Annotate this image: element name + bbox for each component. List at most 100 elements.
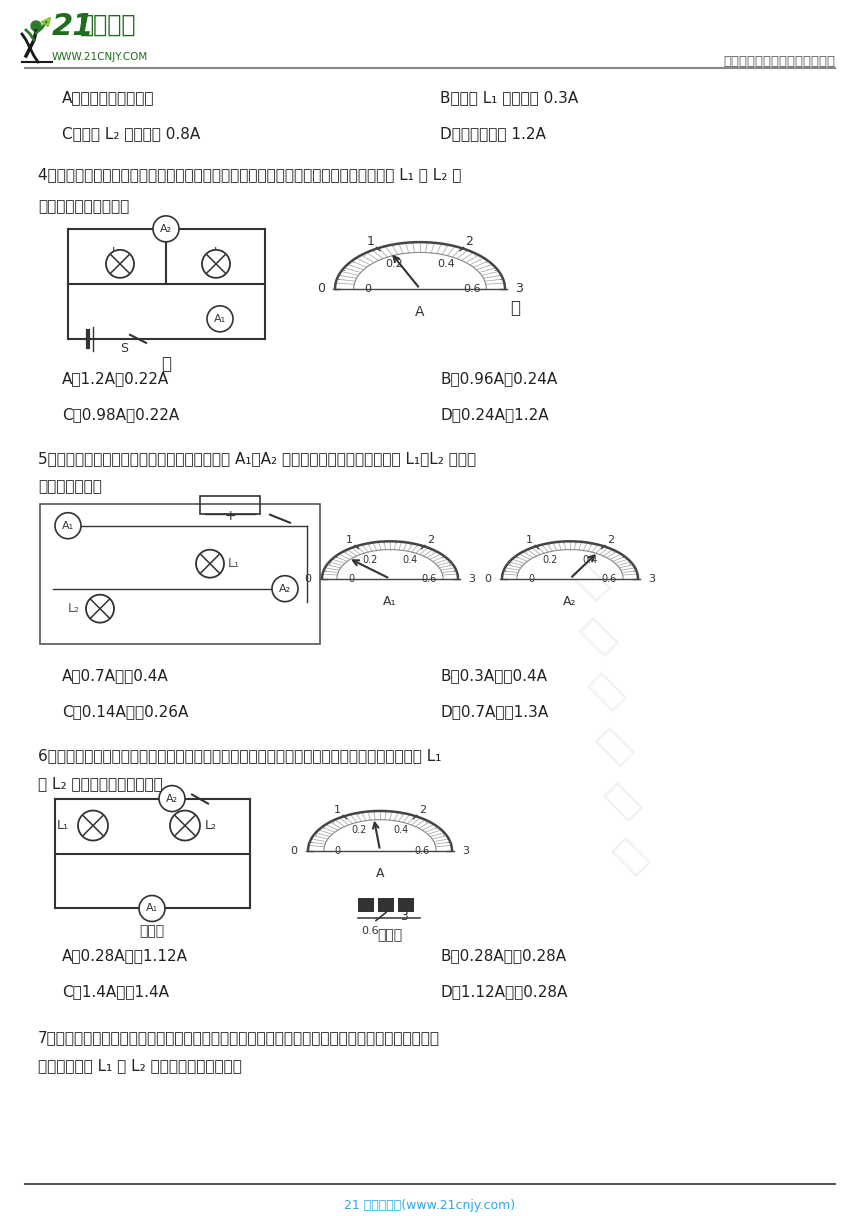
Text: 3: 3: [515, 282, 523, 295]
Text: 3: 3: [648, 574, 655, 584]
Text: 请: 请: [567, 556, 614, 603]
Text: +: +: [224, 508, 236, 523]
Text: A．0.28A　　1.12A: A．0.28A 1.12A: [62, 948, 188, 963]
Circle shape: [202, 249, 230, 277]
Text: 勿: 勿: [574, 610, 622, 658]
Text: 0: 0: [348, 574, 354, 584]
Circle shape: [78, 811, 108, 840]
Text: 21: 21: [52, 12, 95, 41]
Text: 教: 教: [582, 666, 630, 714]
Circle shape: [86, 595, 114, 623]
Bar: [358, 899, 374, 912]
Text: A．0.7A　　0.4A: A．0.7A 0.4A: [62, 669, 169, 683]
Text: 世纪教育: 世纪教育: [80, 13, 137, 36]
Text: 0: 0: [335, 845, 341, 856]
Circle shape: [196, 550, 224, 578]
Text: L₁: L₁: [57, 820, 69, 832]
Text: A₂: A₂: [166, 794, 178, 804]
Text: B．流过 L₁ 的电流是 0.3A: B．流过 L₁ 的电流是 0.3A: [440, 90, 578, 105]
Text: L₂: L₂: [213, 247, 224, 257]
Text: 0.6: 0.6: [601, 574, 617, 584]
Text: 0.4: 0.4: [402, 554, 417, 565]
Text: 1: 1: [525, 535, 532, 545]
Text: C．1.4A　　1.4A: C．1.4A 1.4A: [62, 985, 169, 1000]
Text: 7．如图甲所示的电路中，闭合开关，两灯泡均发光，且两个完全相同的电流表指针偏转均如图乙所: 7．如图甲所示的电路中，闭合开关，两灯泡均发光，且两个完全相同的电流表指针偏转均…: [38, 1030, 440, 1046]
Text: L₂: L₂: [205, 820, 217, 832]
Text: 2: 2: [465, 235, 474, 248]
Text: C．0.14A　　0.26A: C．0.14A 0.26A: [62, 704, 188, 720]
Text: S: S: [120, 342, 128, 355]
Bar: [40, 503, 320, 643]
Text: 资: 资: [599, 776, 646, 823]
Text: B．0.3A　　0.4A: B．0.3A 0.4A: [440, 669, 547, 683]
Text: （甲）: （甲）: [139, 924, 164, 939]
Text: 0: 0: [484, 574, 492, 584]
Text: 0: 0: [304, 574, 311, 584]
Text: B．0.96A，0.24A: B．0.96A，0.24A: [440, 371, 557, 385]
Text: C．流过 L₂ 的电流是 0.8A: C．流过 L₂ 的电流是 0.8A: [62, 126, 200, 141]
Text: 4．在如图甲所示的电路中，当闭合开关后，两个电流表指针偏转均如图乙所示，则电灯 L₁ 和 L₂ 中: 4．在如图甲所示的电路中，当闭合开关后，两个电流表指针偏转均如图乙所示，则电灯 …: [38, 167, 461, 182]
Text: （乙）: （乙）: [378, 929, 402, 942]
Text: D．1.12A　　0.28A: D．1.12A 0.28A: [440, 985, 568, 1000]
Text: A: A: [415, 305, 425, 319]
Bar: [200, 496, 260, 513]
Circle shape: [31, 21, 41, 30]
Text: A₁: A₁: [384, 595, 396, 608]
Text: 0.4: 0.4: [437, 259, 455, 269]
Text: 2: 2: [420, 805, 427, 815]
Text: C．0.98A，0.22A: C．0.98A，0.22A: [62, 407, 179, 422]
Text: B．0.28A　　0.28A: B．0.28A 0.28A: [440, 948, 566, 963]
Text: L₂: L₂: [68, 602, 80, 615]
Text: WWW.21CNJY.COM: WWW.21CNJY.COM: [52, 52, 148, 62]
Text: 0.2: 0.2: [351, 826, 366, 835]
Text: 甲: 甲: [161, 355, 171, 373]
Text: 5．用下列电路探究电路的电流规律时，电流表 A₁、A₂ 的示数如图所示，则流过灯泡 L₁、L₂ 的电流: 5．用下列电路探究电路的电流规律时，电流表 A₁、A₂ 的示数如图所示，则流过灯…: [38, 451, 476, 466]
Text: 的电流分别为（　　）: 的电流分别为（ ）: [38, 199, 129, 214]
Text: L₁: L₁: [228, 557, 240, 570]
Text: 1: 1: [334, 805, 341, 815]
Text: 0: 0: [291, 845, 298, 856]
Text: 0.6: 0.6: [415, 845, 430, 856]
Text: A₂: A₂: [279, 584, 291, 593]
Text: A₁: A₁: [214, 314, 226, 323]
Bar: [398, 899, 414, 912]
Text: 2: 2: [427, 535, 434, 545]
Text: 0.4: 0.4: [394, 826, 408, 835]
Text: A₁: A₁: [62, 520, 74, 530]
Text: 0: 0: [317, 282, 325, 295]
Text: 0: 0: [364, 283, 372, 294]
Text: D．0.7A　　1.3A: D．0.7A 1.3A: [440, 704, 549, 720]
Text: D．0.24A，1.2A: D．0.24A，1.2A: [440, 407, 549, 422]
Text: 1: 1: [346, 535, 353, 545]
Text: 3: 3: [463, 845, 470, 856]
Text: 3: 3: [469, 574, 476, 584]
Text: 0.2: 0.2: [543, 554, 558, 565]
Bar: [378, 899, 394, 912]
Text: 0.2: 0.2: [363, 554, 378, 565]
Text: 乙: 乙: [510, 299, 520, 317]
Text: A．1.2A，0.22A: A．1.2A，0.22A: [62, 371, 169, 385]
Text: A₁: A₁: [146, 903, 158, 913]
Text: 中小学教育资源及组卷应用平台: 中小学教育资源及组卷应用平台: [723, 55, 835, 68]
Text: 0.2: 0.2: [385, 259, 402, 269]
Text: 料: 料: [606, 831, 654, 878]
Text: 0.4: 0.4: [582, 554, 597, 565]
Text: 1: 1: [366, 235, 374, 248]
Text: D．干路电流是 1.2A: D．干路电流是 1.2A: [440, 126, 546, 141]
Circle shape: [170, 811, 200, 840]
Text: 0.6: 0.6: [464, 283, 481, 294]
Text: 2: 2: [607, 535, 615, 545]
Polygon shape: [42, 18, 50, 26]
Text: L₁: L₁: [112, 247, 122, 257]
Text: A: A: [376, 867, 384, 879]
Text: 21 世纪教育网(www.21cnjy.com): 21 世纪教育网(www.21cnjy.com): [345, 1199, 515, 1212]
Circle shape: [153, 216, 179, 242]
Text: 3: 3: [400, 910, 408, 923]
Text: 和 L₂ 的电流分别是（　　）: 和 L₂ 的电流分别是（ ）: [38, 777, 163, 792]
Text: A．两灯是串联连接的: A．两灯是串联连接的: [62, 90, 155, 105]
Text: 材: 材: [590, 721, 637, 769]
Text: 6．如图（甲）所示，闭合开关后，两灯均发光，且两电流表示数均如图（乙）所示，则流过灯 L₁: 6．如图（甲）所示，闭合开关后，两灯均发光，且两电流表示数均如图（乙）所示，则流…: [38, 749, 441, 764]
Text: 0.6: 0.6: [361, 927, 378, 936]
Text: 分别是（　　）: 分别是（ ）: [38, 479, 101, 494]
Text: 0.6: 0.6: [421, 574, 437, 584]
